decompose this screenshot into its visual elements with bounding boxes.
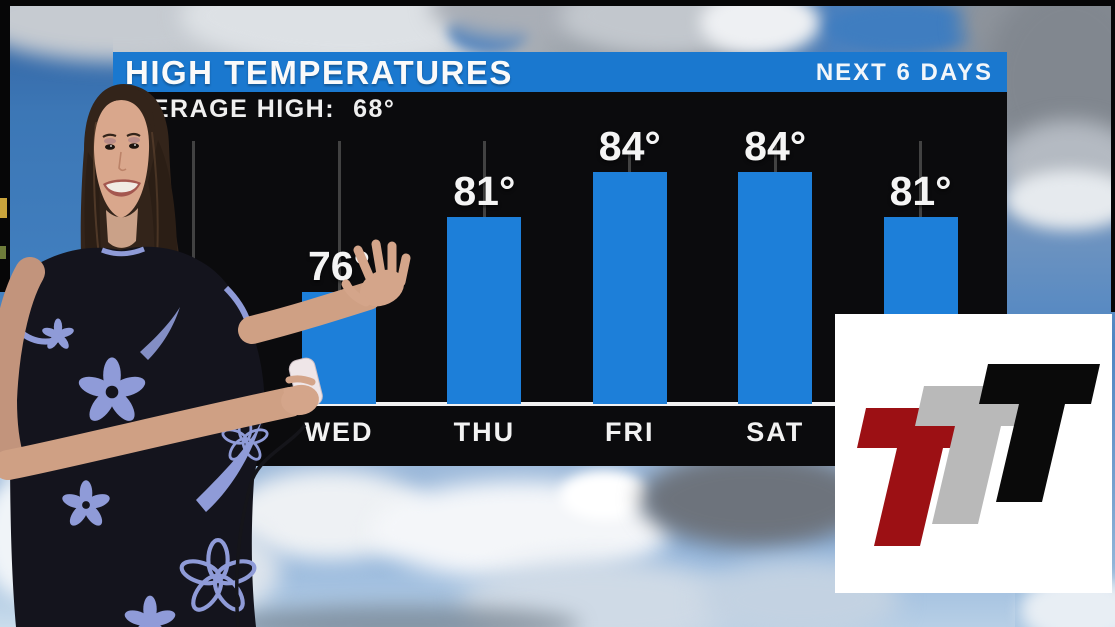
video-edge-left — [0, 0, 10, 292]
video-edge-right — [1111, 0, 1115, 312]
station-logo-letters — [857, 364, 1100, 546]
cloud — [1005, 170, 1115, 230]
average-high-value: 68° — [353, 95, 396, 123]
logo-letter-t-2 — [979, 364, 1100, 502]
video-edge-top — [0, 0, 1115, 6]
cloud-shadow — [220, 605, 580, 627]
video-edge-artifact — [0, 246, 6, 259]
video-edge-artifact — [0, 198, 7, 218]
logo-letter-t-1 — [915, 386, 1036, 524]
clicker-cable — [235, 423, 307, 627]
sky-gap — [828, 2, 978, 54]
weather-presenter — [0, 84, 411, 627]
station-logo — [835, 314, 1112, 593]
presenter-arm — [0, 257, 45, 477]
cloud — [700, 0, 820, 55]
chart-header-bar: HIGH TEMPERATURES NEXT 6 DAYS — [113, 52, 1007, 92]
chart-period-label: NEXT 6 DAYS — [815, 59, 993, 86]
sun-glare — [560, 470, 650, 520]
chart-title: HIGH TEMPERATURES — [125, 54, 513, 91]
presenter-eye — [129, 143, 139, 149]
presenter-eye — [105, 144, 115, 150]
logo-letter-t-0 — [857, 408, 978, 546]
presenter-arm — [238, 282, 382, 344]
dark-cloud — [640, 452, 870, 547]
x-axis-line — [113, 402, 1007, 406]
